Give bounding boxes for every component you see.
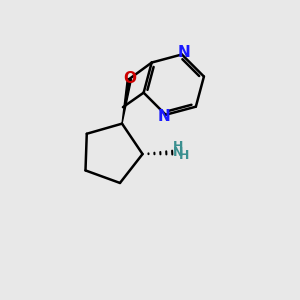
Polygon shape	[122, 79, 131, 124]
Text: N: N	[172, 146, 183, 159]
Text: N: N	[178, 45, 190, 60]
Text: N: N	[158, 109, 171, 124]
Text: H: H	[179, 149, 189, 162]
Text: H: H	[172, 140, 183, 152]
Text: O: O	[123, 71, 136, 86]
